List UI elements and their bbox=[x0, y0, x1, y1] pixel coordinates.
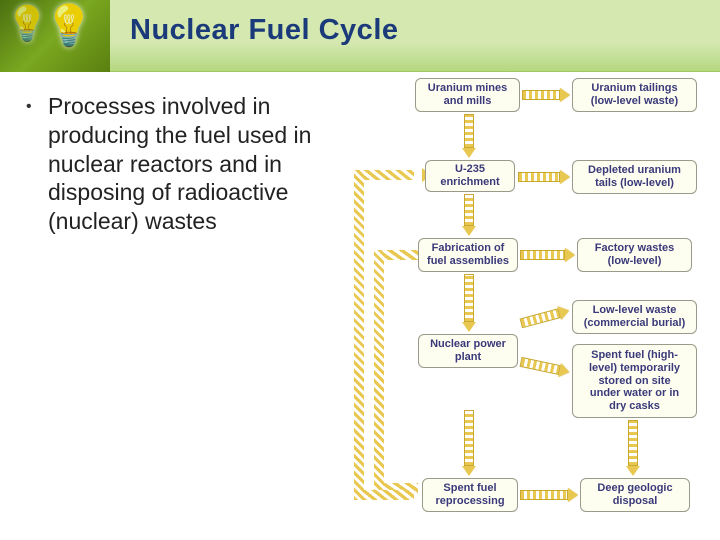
flow-arrow-down bbox=[626, 420, 640, 476]
header-accent: 💡 💡 bbox=[0, 0, 110, 72]
flowchart-node-plant: Nuclear power plant bbox=[418, 334, 518, 368]
flow-arrow-right bbox=[518, 170, 570, 184]
flow-arrow-down bbox=[462, 194, 476, 236]
bullet-text: Processes involved in producing the fuel… bbox=[48, 92, 340, 236]
flow-arrow-right bbox=[522, 88, 570, 102]
flowchart-node-factory: Factory wastes (low-level) bbox=[577, 238, 692, 272]
flowchart-node-spentfuel: Spent fuel (high- level) temporarily sto… bbox=[572, 344, 697, 418]
fuel-cycle-diagram: Uranium mines and mills Uranium tailings … bbox=[340, 78, 710, 538]
flow-arrow-right bbox=[519, 355, 571, 379]
flowchart-node-fabrication: Fabrication of fuel assemblies bbox=[418, 238, 518, 272]
flowchart-node-enrich: U-235 enrichment bbox=[425, 160, 515, 192]
flow-arrow-down bbox=[462, 410, 476, 476]
flow-arrow-right bbox=[520, 248, 575, 262]
bullet-marker: • bbox=[26, 98, 32, 116]
flow-arrow-down bbox=[462, 274, 476, 332]
flowchart-node-geologic: Deep geologic disposal bbox=[580, 478, 690, 512]
flowchart-node-lowlevel: Low-level waste (commercial burial) bbox=[572, 300, 697, 334]
flowchart-node-mines: Uranium mines and mills bbox=[415, 78, 520, 112]
feedback-loop bbox=[354, 170, 414, 500]
lightbulb-icon: 💡 bbox=[6, 4, 48, 44]
flowchart-node-depleted: Depleted uranium tails (low-level) bbox=[572, 160, 697, 194]
flow-arrow-right bbox=[519, 304, 571, 330]
bullet-list: • Processes involved in producing the fu… bbox=[20, 92, 340, 236]
flow-arrow-down bbox=[462, 114, 476, 158]
flowchart-node-reprocess: Spent fuel reprocessing bbox=[422, 478, 518, 512]
slide-title: Nuclear Fuel Cycle bbox=[130, 14, 399, 47]
slide-header: 💡 💡 Nuclear Fuel Cycle bbox=[0, 0, 720, 72]
lightbulb-icon: 💡 bbox=[44, 2, 94, 49]
flow-arrow-right bbox=[520, 488, 578, 502]
flowchart-node-tailings: Uranium tailings (low-level waste) bbox=[572, 78, 697, 112]
